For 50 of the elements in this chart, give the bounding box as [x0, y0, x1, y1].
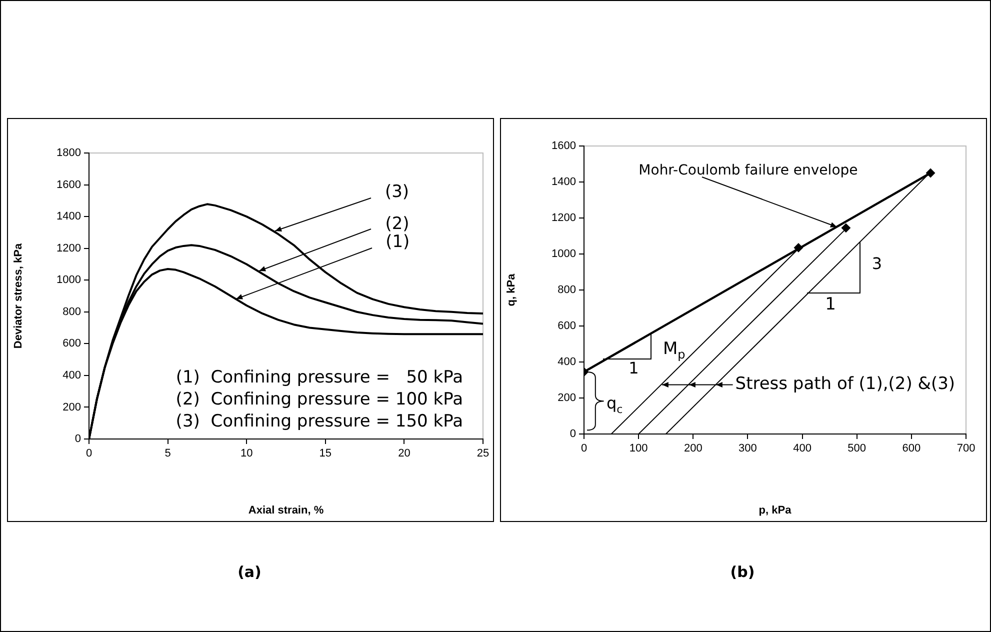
annotation: (1)	[386, 232, 410, 252]
y-tick-label: 1600	[552, 140, 576, 152]
y-axis-title: q, kPa	[506, 272, 518, 306]
y-tick-label: 1200	[552, 212, 576, 224]
x-tick-label: 15	[319, 448, 332, 460]
y-tick-label: 400	[558, 356, 576, 368]
x-tick-label: 300	[738, 442, 757, 455]
x-tick-label: 100	[629, 442, 648, 455]
y-tick-label: 0	[570, 428, 576, 440]
y-tick-label: 0	[74, 433, 81, 446]
y-tick-label: 800	[62, 306, 81, 318]
annotation: (3)	[384, 182, 410, 202]
x-tick-label: 25	[476, 448, 490, 460]
x-tick-label: 20	[398, 448, 410, 460]
x-tick-label: 5	[164, 448, 171, 460]
y-tick-label: 1600	[56, 178, 81, 191]
y-tick-label: 1000	[552, 248, 576, 260]
y-tick-label: 200	[558, 392, 576, 404]
annotation: 3	[872, 254, 882, 274]
x-tick-label: 0	[86, 448, 92, 460]
x-tick-label: 600	[902, 442, 921, 455]
x-tick-label: 500	[848, 442, 866, 455]
x-tick-label: 400	[793, 442, 812, 455]
y-tick-label: 200	[62, 401, 81, 414]
annotation: (2) Confining pressure = 100 kPa	[176, 389, 464, 410]
annotation: (1) Confining pressure = 50 kPa	[176, 367, 464, 388]
y-tick-label: 1400	[56, 210, 81, 223]
annotation: Mohr-Coulomb failure envelope	[638, 162, 858, 179]
x-tick-label: 200	[684, 442, 702, 455]
text: (b)	[729, 563, 756, 581]
y-axis-title: Deviator stress, kPa	[12, 242, 25, 349]
x-tick-label: 0	[580, 442, 588, 455]
annotation: (2)	[385, 214, 410, 234]
text: (a)	[236, 563, 262, 581]
y-tick-label: 1400	[552, 176, 576, 188]
x-tick-label: 10	[240, 448, 253, 460]
y-tick-label: 1800	[56, 147, 81, 160]
annotation: 1	[628, 358, 639, 378]
annotation: (3) Confining pressure = 150 kPa	[176, 411, 464, 432]
x-axis-title: p, kPa	[758, 504, 792, 516]
x-tick-label: 700	[956, 442, 976, 455]
y-tick-label: 1200	[56, 242, 81, 254]
y-tick-label: 800	[558, 284, 576, 296]
y-tick-label: 400	[62, 369, 81, 382]
y-tick-label: 1000	[56, 274, 81, 286]
y-tick-label: 600	[62, 338, 81, 350]
annotation: 1	[825, 294, 836, 315]
y-tick-label: 600	[558, 320, 576, 332]
x-axis-title: Axial strain, %	[248, 504, 324, 516]
annotation: Stress path of (1),(2) &(3)	[735, 374, 956, 394]
